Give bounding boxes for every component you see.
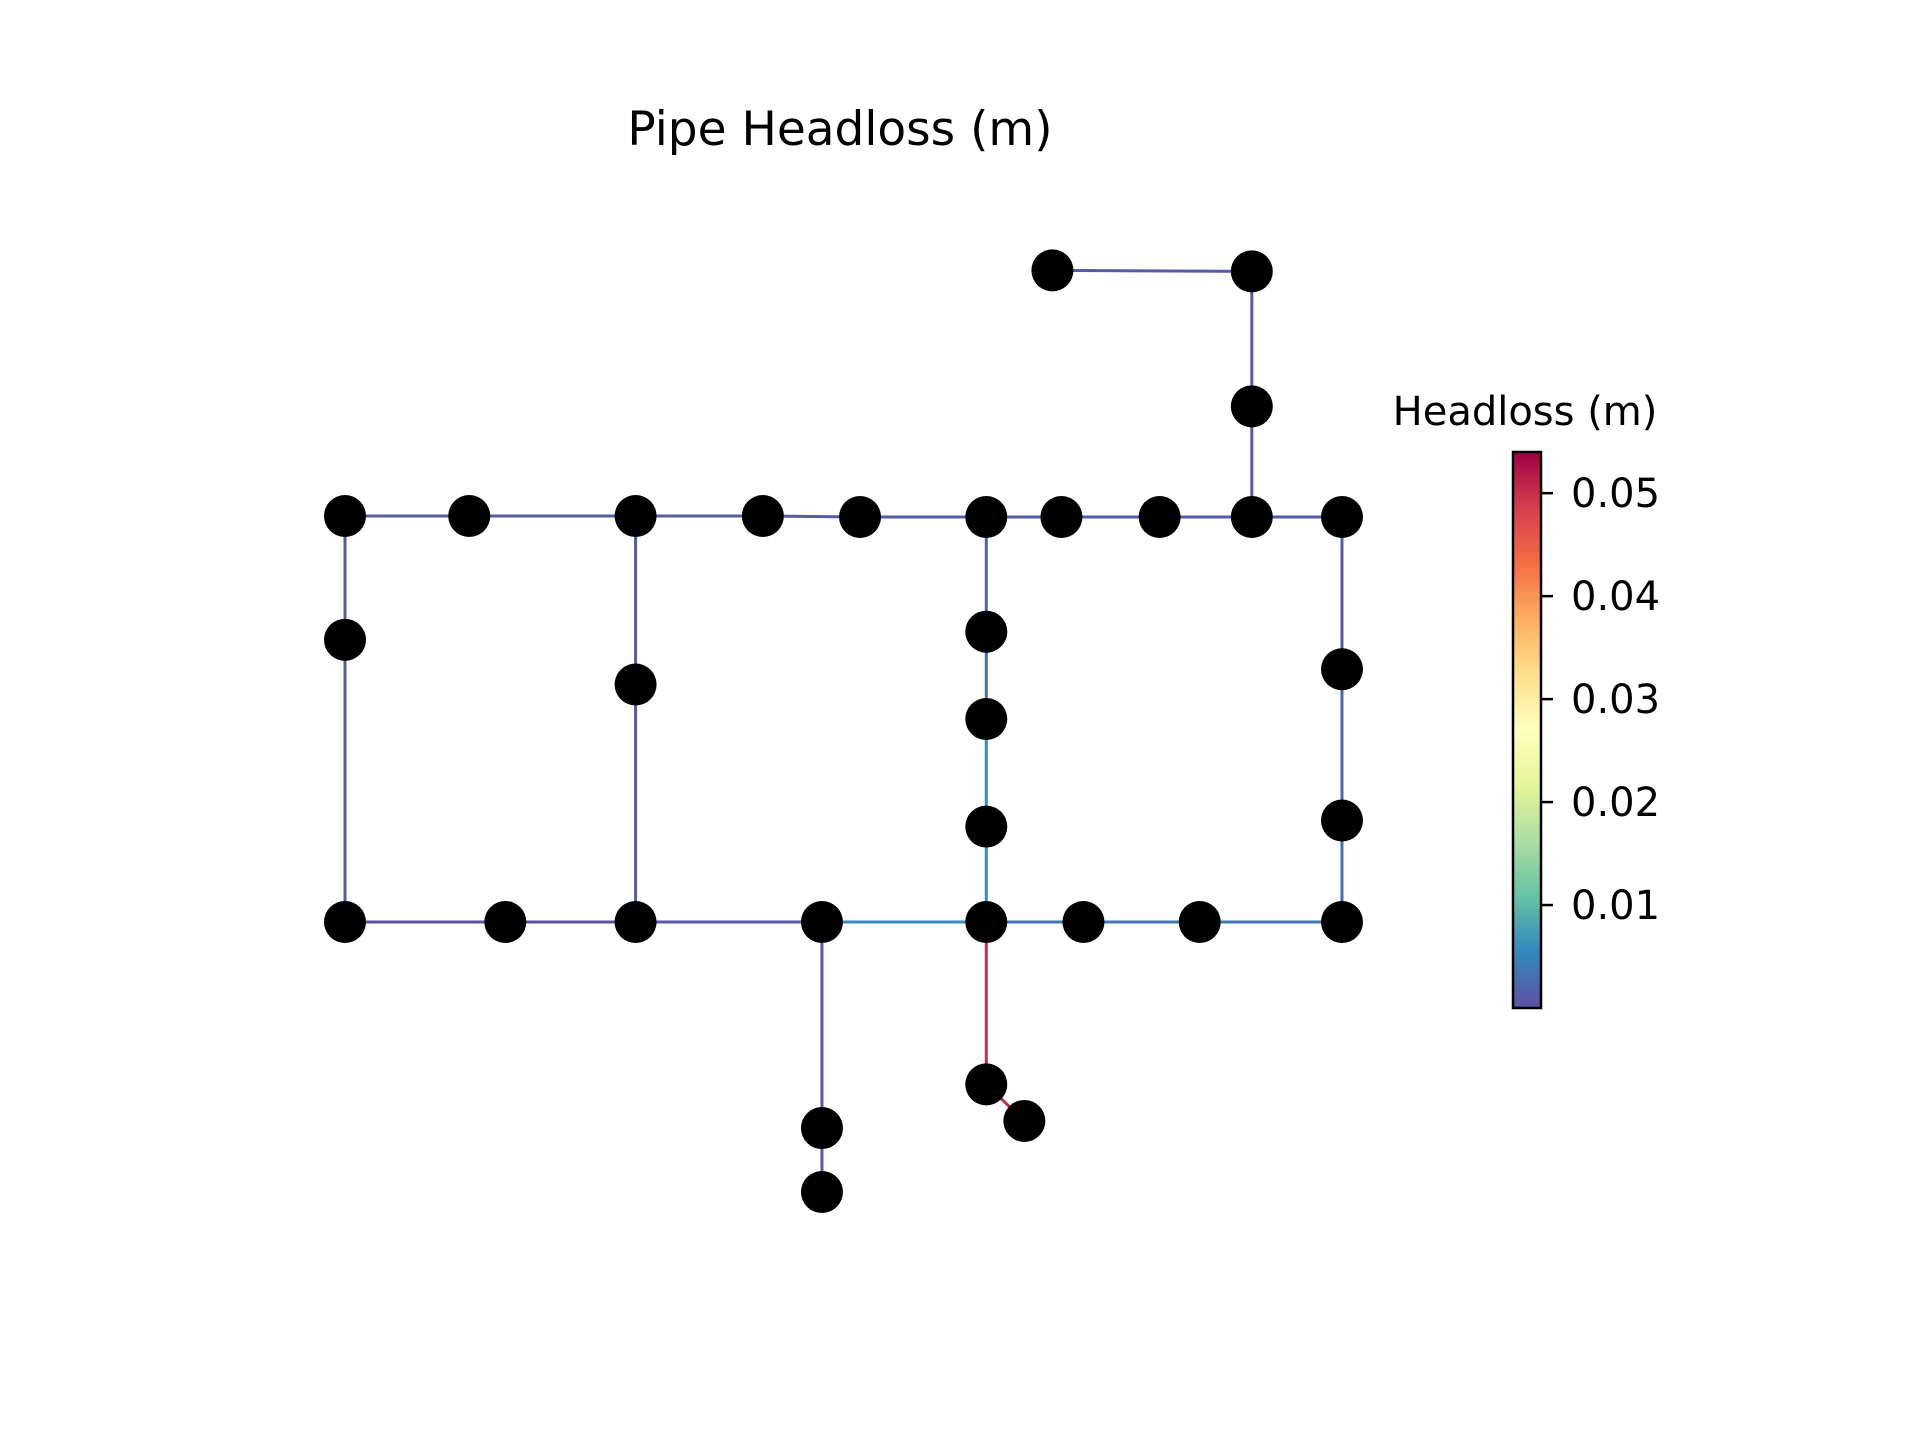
colorbar-gradient bbox=[1511, 450, 1543, 1010]
junction-node bbox=[1040, 496, 1083, 539]
colorbar-tick-label: 0.03 bbox=[1571, 677, 1660, 723]
junction-node bbox=[324, 618, 366, 661]
junction-node bbox=[1230, 250, 1273, 293]
chart-title: Pipe Headloss (m) bbox=[627, 102, 1053, 157]
junction-nodes bbox=[324, 249, 1363, 1213]
junction-node bbox=[965, 805, 1008, 848]
junction-node bbox=[965, 1063, 1008, 1106]
junction-node bbox=[965, 610, 1008, 653]
colorbar-tick-label: 0.01 bbox=[1571, 883, 1660, 929]
junction-node bbox=[965, 901, 1008, 943]
junction-node bbox=[800, 901, 843, 943]
junction-node bbox=[1031, 249, 1074, 292]
junction-node bbox=[1320, 648, 1363, 691]
junction-node bbox=[1003, 1099, 1046, 1142]
junction-node bbox=[324, 901, 366, 943]
junction-node bbox=[448, 495, 491, 537]
colorbar: 0.01 0.02 0.03 0.04 0.05 bbox=[1511, 450, 1660, 1010]
junction-node bbox=[1230, 496, 1273, 539]
colorbar-tick-label: 0.04 bbox=[1571, 574, 1660, 620]
colorbar-tick-label: 0.05 bbox=[1571, 471, 1660, 517]
junction-node bbox=[1320, 496, 1363, 539]
junction-node bbox=[614, 901, 657, 943]
junction-node bbox=[1230, 385, 1273, 428]
junction-node bbox=[741, 495, 784, 537]
junction-node bbox=[1178, 901, 1221, 943]
junction-node bbox=[1320, 901, 1363, 943]
colorbar-tick-label: 0.02 bbox=[1571, 780, 1660, 826]
junction-node bbox=[965, 496, 1008, 539]
pipe-link bbox=[1052, 268, 1252, 273]
junction-node bbox=[324, 495, 366, 537]
junction-node bbox=[614, 663, 657, 706]
junction-node bbox=[1138, 496, 1181, 539]
junction-node bbox=[839, 496, 882, 539]
junction-node bbox=[800, 1107, 843, 1150]
junction-node bbox=[614, 495, 657, 537]
junction-node bbox=[800, 1170, 843, 1213]
junction-node bbox=[1062, 901, 1105, 943]
pipe-links bbox=[343, 268, 1344, 1192]
junction-node bbox=[1320, 799, 1363, 842]
junction-node bbox=[965, 698, 1008, 740]
junction-node bbox=[484, 901, 527, 943]
colorbar-label: Headloss (m) bbox=[1392, 389, 1658, 435]
